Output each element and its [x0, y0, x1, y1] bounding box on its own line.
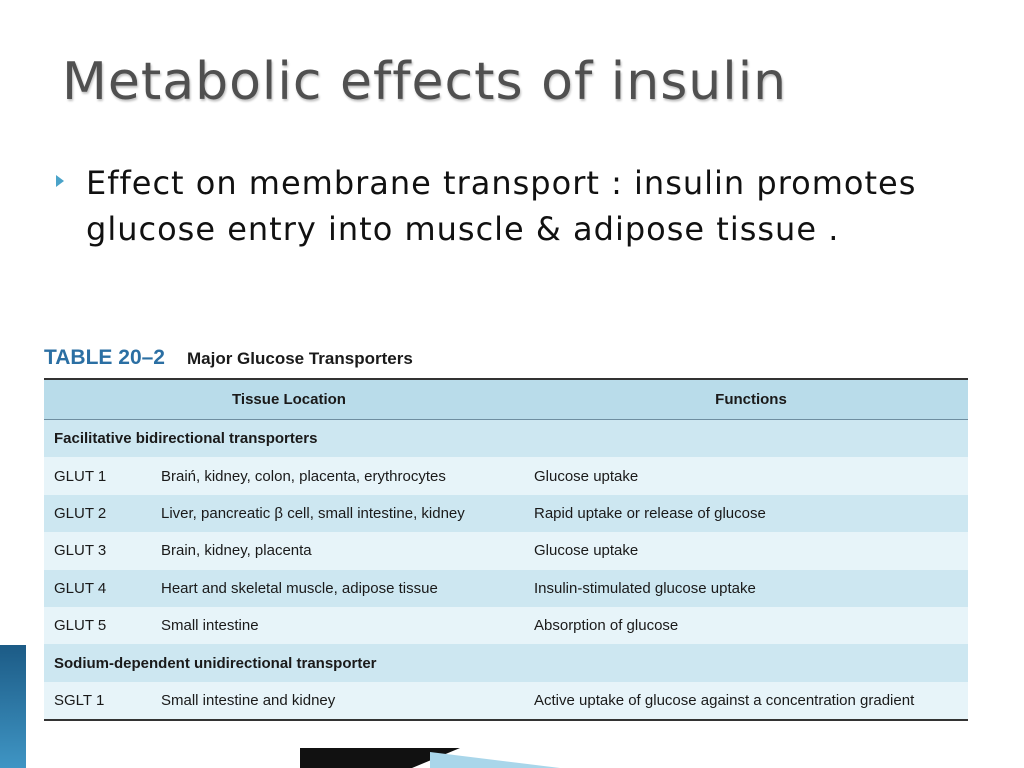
transporter-code: GLUT 4: [44, 569, 151, 607]
tissue-location: Liver, pancreatic β cell, small intestin…: [151, 494, 524, 533]
transporter-function: Rapid uptake or release of glucose: [524, 494, 968, 533]
glucose-transporter-table: TABLE 20–2 Major Glucose Transporters Ti…: [44, 346, 968, 722]
transporter-code: GLUT 3: [44, 532, 151, 570]
table-row: GLUT 1 Braiń, kidney, colon, placenta, e…: [44, 457, 968, 495]
section-row-facilitative: Facilitative bidirectional transporters: [44, 419, 968, 458]
corner-decoration-fill: [26, 750, 326, 768]
transporter-function: Glucose uptake: [524, 532, 968, 570]
table-row: GLUT 4 Heart and skeletal muscle, adipos…: [44, 569, 968, 607]
table-row: SGLT 1 Small intestine and kidney Active…: [44, 681, 968, 721]
triangle-bullet-icon: [56, 175, 64, 187]
table-row: GLUT 3 Brain, kidney, placenta Glucose u…: [44, 532, 968, 570]
transporter-function: Insulin-stimulated glucose uptake: [524, 569, 968, 607]
tissue-location: Brain, kidney, placenta: [151, 532, 524, 570]
table-row: GLUT 2 Liver, pancreatic β cell, small i…: [44, 494, 968, 533]
transporter-code: GLUT 5: [44, 606, 151, 645]
section-row-sodium-dependent: Sodium-dependent unidirectional transpor…: [44, 644, 968, 682]
transporter-function: Absorption of glucose: [524, 606, 968, 645]
table-header-row: Tissue Location Functions: [44, 379, 968, 420]
header-functions: Functions: [524, 379, 968, 420]
tissue-location: Braiń, kidney, colon, placenta, erythroc…: [151, 457, 524, 495]
bullet-text: Effect on membrane transport : insulin p…: [86, 164, 917, 248]
transporter-table: Tissue Location Functions Facilitative b…: [44, 378, 968, 722]
tissue-location: Heart and skeletal muscle, adipose tissu…: [151, 569, 524, 607]
bullet-point: Effect on membrane transport : insulin p…: [56, 160, 986, 252]
corner-decoration-dark: [300, 748, 460, 768]
section-label: Sodium-dependent unidirectional transpor…: [44, 644, 968, 682]
section-label: Facilitative bidirectional transporters: [44, 419, 968, 458]
transporter-function: Active uptake of glucose against a conce…: [524, 681, 968, 721]
header-tissue-location: Tissue Location: [44, 379, 524, 420]
tissue-location: Small intestine and kidney: [151, 681, 524, 721]
table-number: TABLE 20–2: [44, 346, 165, 369]
transporter-code: GLUT 1: [44, 457, 151, 495]
corner-decoration-light: [430, 752, 560, 768]
transporter-function: Glucose uptake: [524, 457, 968, 495]
corner-decoration-left: [0, 645, 26, 768]
tissue-location: Small intestine: [151, 606, 524, 645]
table-name: Major Glucose Transporters: [187, 349, 413, 368]
slide-title: Metabolic effects of insulin: [62, 52, 788, 112]
table-row: GLUT 5 Small intestine Absorption of glu…: [44, 606, 968, 645]
table-caption: TABLE 20–2 Major Glucose Transporters: [44, 346, 968, 378]
transporter-code: SGLT 1: [44, 681, 151, 721]
transporter-code: GLUT 2: [44, 494, 151, 533]
